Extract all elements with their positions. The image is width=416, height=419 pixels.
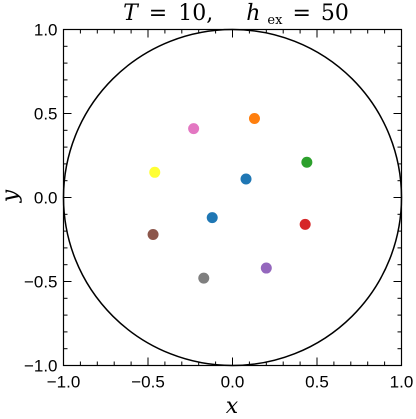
y-tick-label: 0.0 [34,189,58,208]
title-h-subscript: ex [267,13,283,28]
x-tick-label: 1.0 [390,373,414,392]
y-tick-labels: −1.0 −0.5 0.0 0.5 1.0 [24,21,58,376]
title-h-value: 50 [321,1,349,26]
plot-frame [62,28,403,367]
data-point [188,123,200,135]
title-t-value: 10, [178,1,213,26]
x-tick-label: 0.5 [305,373,329,392]
x-tick-labels: −1.0 −0.5 0.0 0.5 1.0 [47,373,414,392]
y-axis-label: y [0,189,23,203]
y-tick-label: 0.5 [34,105,58,124]
title-equals-2: = [292,1,310,26]
x-tick-label: −0.5 [131,373,165,392]
boundary-circle [62,28,403,367]
y-tick-label: 1.0 [34,21,58,40]
chart-title: T = 10, h ex = 50 [123,1,349,30]
data-point [299,218,311,230]
x-tick-label: 0.0 [221,373,245,392]
x-axis-label: x [226,394,239,419]
y-tick-label: −1.0 [24,357,58,376]
data-point [248,113,260,125]
data-point [260,262,272,274]
data-point [301,156,313,168]
data-point [147,228,159,240]
title-h-symbol: h [246,1,260,26]
data-points [147,113,313,284]
x-tick-label: −1.0 [47,373,81,392]
tick-marks [63,29,402,366]
data-point [149,166,161,178]
y-tick-label: −0.5 [24,273,58,292]
data-point [206,212,218,224]
data-point [198,272,210,284]
title-t-symbol: T [123,1,140,26]
data-point [240,173,252,185]
title-equals-1: = [149,1,167,26]
